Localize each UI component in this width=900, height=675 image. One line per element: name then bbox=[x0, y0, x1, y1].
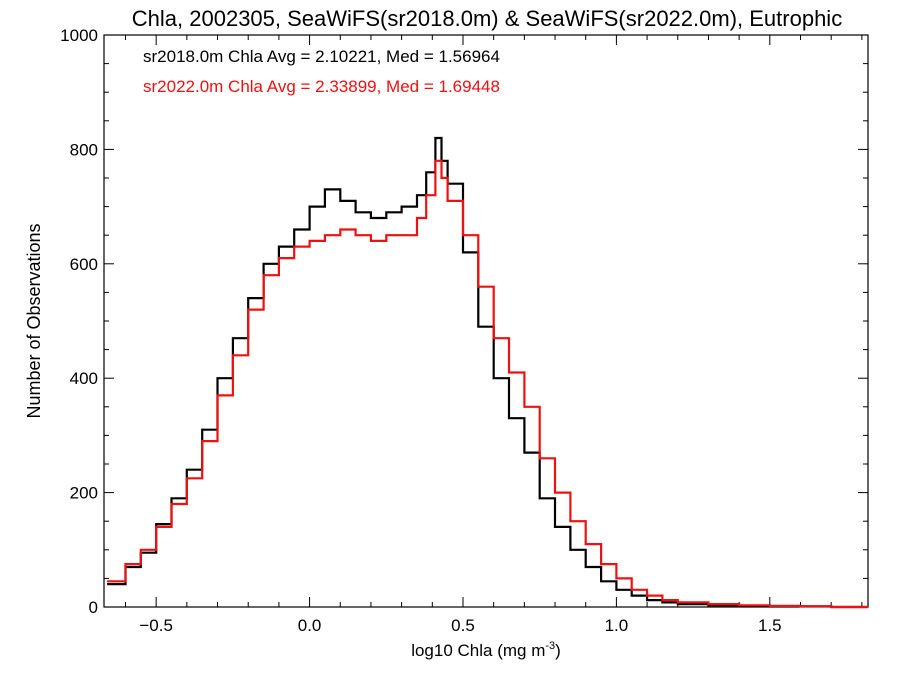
annotation-sr2022: sr2022.0m Chla Avg = 2.33899, Med = 1.69… bbox=[143, 77, 500, 96]
y-tick-label: 0 bbox=[89, 598, 98, 617]
x-tick-label: 1.0 bbox=[605, 616, 629, 635]
chart-title: Chla, 2002305, SeaWiFS(sr2018.0m) & SeaW… bbox=[132, 6, 842, 31]
x-axis-label-superscript: -3 bbox=[545, 640, 555, 652]
x-tick-label: 1.5 bbox=[758, 616, 782, 635]
plot-frame bbox=[103, 34, 869, 608]
x-tick-label: 0.0 bbox=[298, 616, 322, 635]
axis-ticks: −0.5 0.0 0.5 1.0 1.5 0 200 400 600 800 1000 bbox=[60, 26, 868, 635]
y-tick-label: 200 bbox=[70, 484, 98, 503]
annotation-sr2018: sr2018.0m Chla Avg = 2.10221, Med = 1.56… bbox=[143, 47, 500, 66]
data-series-group bbox=[107, 136, 868, 609]
x-tick-label: 0.5 bbox=[451, 616, 475, 635]
y-tick-label: 400 bbox=[70, 369, 98, 388]
y-tick-label: 800 bbox=[70, 140, 98, 159]
y-tick-label: 1000 bbox=[60, 26, 98, 45]
y-axis-label: Number of Observations bbox=[24, 223, 44, 418]
x-axis-label-main: log10 Chla (mg m bbox=[411, 641, 545, 660]
series-line-1 bbox=[107, 159, 868, 609]
y-tick-label: 600 bbox=[70, 255, 98, 274]
x-axis-label-suffix: ) bbox=[555, 641, 561, 660]
x-axis-label: log10 Chla (mg m-3) bbox=[411, 640, 561, 660]
x-tick-label: −0.5 bbox=[139, 616, 173, 635]
series-line-0 bbox=[107, 136, 868, 609]
